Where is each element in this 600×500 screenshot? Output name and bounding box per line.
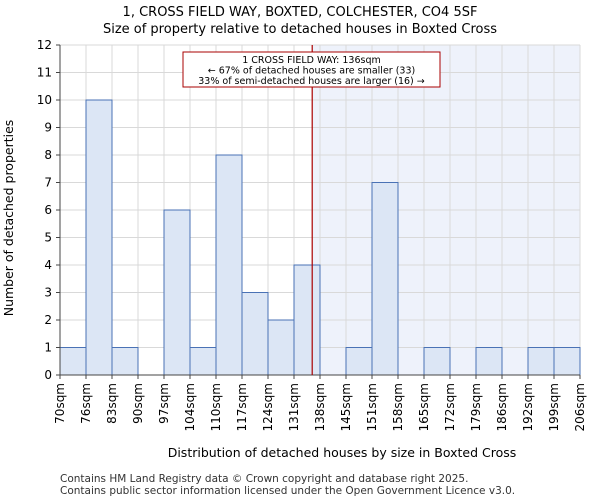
y-tick-label: 2	[44, 313, 52, 327]
x-tick-label: 145sqm	[339, 383, 353, 431]
histogram-bar	[345, 347, 373, 376]
histogram-bar	[475, 347, 503, 376]
y-tick-label: 5	[44, 231, 52, 245]
y-tick-label: 1	[44, 341, 52, 355]
x-tick-label: 192sqm	[521, 383, 535, 431]
x-tick-label: 83sqm	[105, 383, 119, 424]
x-tick-label: 158sqm	[391, 383, 405, 431]
histogram-bar	[267, 319, 295, 376]
chart-subtitle: Size of property relative to detached ho…	[102, 22, 498, 37]
x-tick-label: 124sqm	[261, 383, 275, 431]
annotation-line: 33% of semi-detached houses are larger (…	[198, 76, 425, 87]
x-tick-label: 117sqm	[235, 383, 249, 431]
histogram-bar	[85, 99, 113, 376]
x-tick-label: 138sqm	[313, 383, 327, 431]
x-tick-label: 131sqm	[287, 383, 301, 431]
annotation-line: 1 CROSS FIELD WAY: 136sqm	[242, 55, 381, 66]
y-tick-label: 12	[37, 38, 52, 52]
annotation-box	[182, 51, 441, 88]
histogram-bar	[423, 347, 451, 376]
x-tick-label: 90sqm	[131, 383, 145, 424]
y-tick-label: 9	[44, 121, 52, 135]
histogram-bar	[215, 154, 243, 376]
x-tick-label: 76sqm	[79, 383, 93, 424]
y-tick-label: 8	[44, 148, 52, 162]
y-tick-label: 11	[37, 66, 52, 80]
x-axis-label: Distribution of detached houses by size …	[168, 445, 517, 460]
x-tick-label: 104sqm	[183, 383, 197, 431]
x-tick-label: 199sqm	[547, 383, 561, 431]
footer-line-2: Contains public sector information licen…	[60, 485, 516, 497]
x-tick-label: 172sqm	[443, 383, 457, 431]
histogram-bar	[189, 347, 217, 376]
x-tick-label: 70sqm	[53, 383, 67, 424]
histogram-bar	[59, 347, 87, 376]
histogram-bar	[241, 292, 269, 376]
histogram-bar	[371, 182, 399, 376]
annotation-line: ← 67% of detached houses are smaller (33…	[208, 66, 415, 77]
x-tick-label: 165sqm	[417, 383, 431, 431]
y-tick-label: 3	[44, 286, 52, 300]
y-tick-label: 6	[44, 203, 52, 217]
x-tick-label: 110sqm	[209, 383, 223, 431]
y-tick-label: 10	[37, 93, 52, 107]
y-axis-label: Number of detached properties	[1, 120, 16, 317]
y-tick-label: 7	[44, 176, 52, 190]
x-tick-label: 97sqm	[157, 383, 171, 424]
histogram-bar	[527, 347, 555, 376]
histogram-bar	[553, 347, 581, 376]
x-tick-label: 206sqm	[573, 383, 587, 431]
histogram-bar	[111, 347, 139, 376]
x-tick-label: 179sqm	[469, 383, 483, 431]
chart-title: 1, CROSS FIELD WAY, BOXTED, COLCHESTER, …	[122, 5, 478, 20]
x-tick-label: 151sqm	[365, 383, 379, 431]
y-tick-label: 4	[44, 258, 52, 272]
y-tick-label: 0	[44, 368, 52, 382]
histogram-bar	[293, 264, 321, 376]
footer-line-1: Contains HM Land Registry data © Crown c…	[60, 473, 469, 485]
x-tick-label: 186sqm	[495, 383, 509, 431]
histogram-bar	[163, 209, 191, 376]
